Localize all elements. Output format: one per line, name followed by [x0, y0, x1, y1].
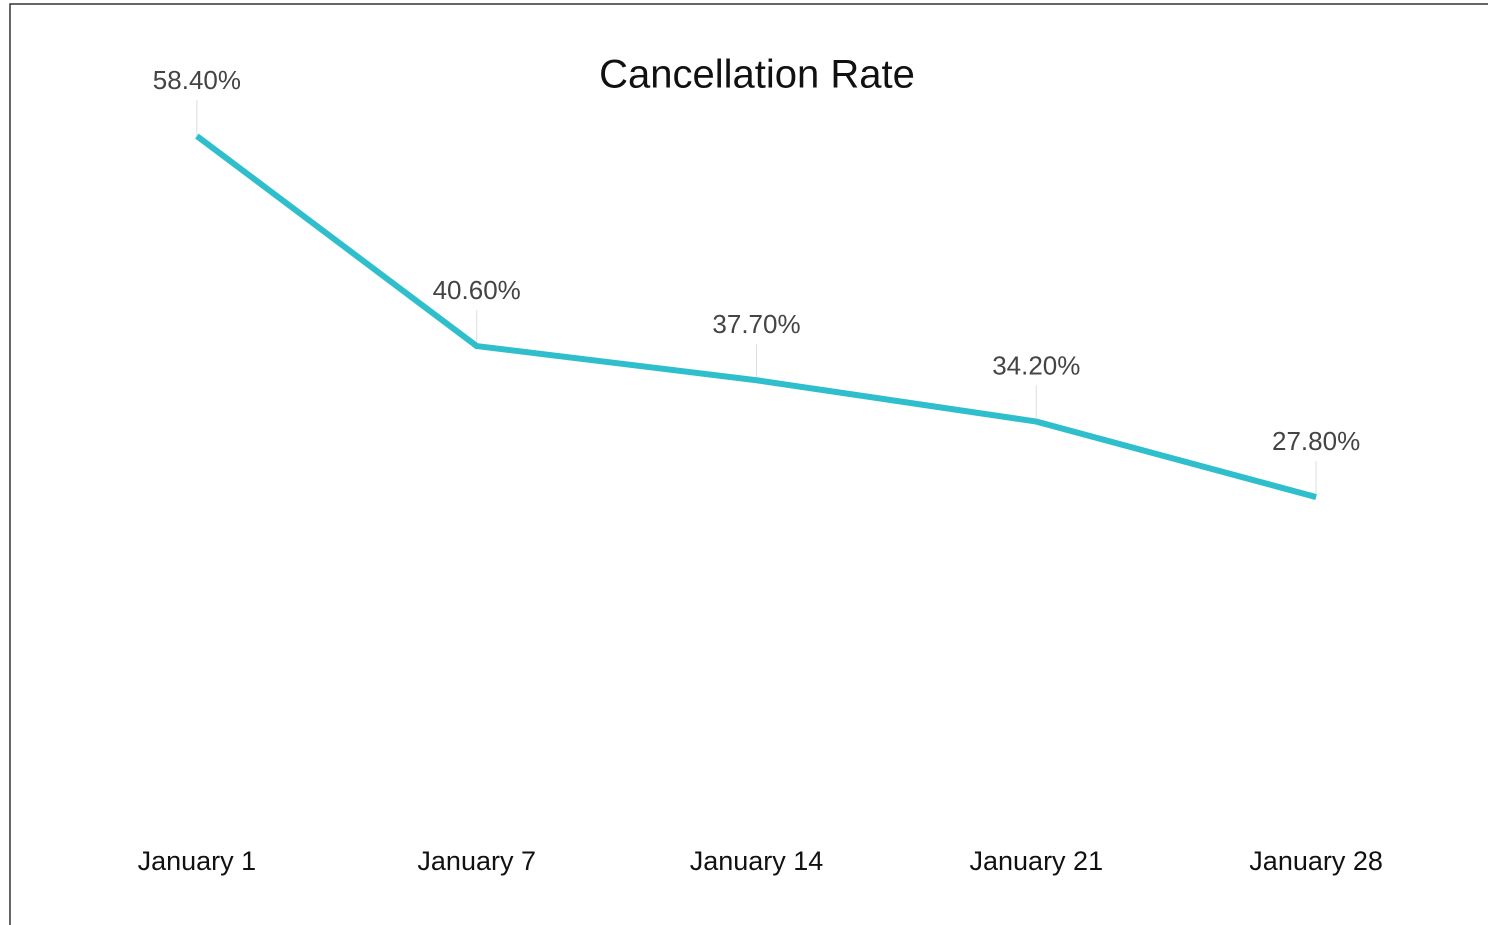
x-tick-label: January 21 [970, 846, 1104, 876]
x-tick-label: January 1 [138, 846, 257, 876]
data-label: 34.20% [992, 350, 1080, 380]
x-tick-label: January 14 [690, 846, 824, 876]
data-label: 40.60% [433, 275, 521, 305]
line [195, 133, 1317, 500]
x-tick-label: January 7 [417, 846, 536, 876]
frame [9, 3, 1488, 925]
data-label: 27.80% [1272, 426, 1360, 456]
x-tick-label: January 28 [1249, 846, 1383, 876]
data-label: 58.40% [153, 65, 241, 95]
chart-title: Cancellation Rate [599, 53, 915, 97]
data-label: 37.70% [712, 309, 800, 339]
